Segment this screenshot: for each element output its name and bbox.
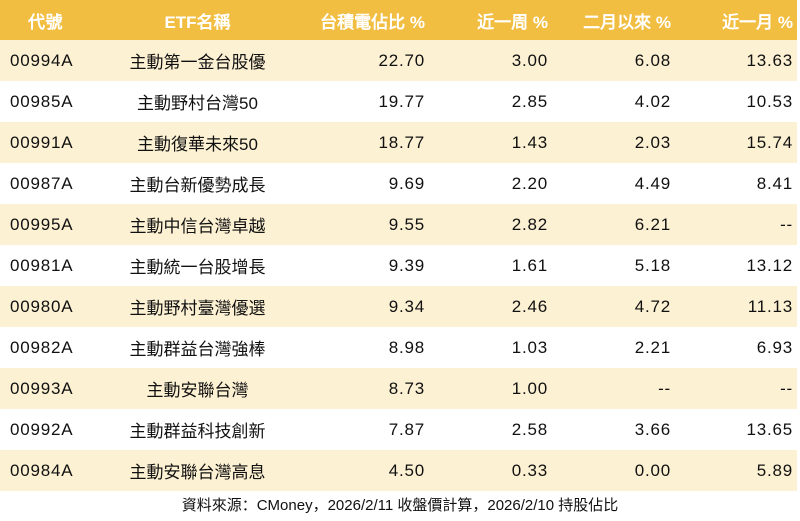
cell-tsmc-weight: 9.69 [388, 173, 425, 193]
cell-tsmc-weight: 7.87 [388, 419, 425, 439]
cell-code: 00987A [10, 173, 74, 193]
cell-since-feb: 6.08 [634, 50, 671, 70]
cell-since-feb: 6.21 [634, 214, 671, 234]
header-week: 近一周 % [477, 12, 548, 32]
cell-tsmc-weight: 8.73 [388, 378, 425, 398]
cell-code: 00985A [10, 91, 74, 111]
source-caption: 資料來源：CMoney，2026/2/11 收盤價計算，2026/2/10 持股… [181, 497, 619, 514]
cell-tsmc-weight: 22.70 [378, 50, 425, 70]
cell-name: 主動安聯台灣高息 [129, 463, 266, 482]
table-row: 00981A 主動統一台股增長 9.39 1.61 5.18 13.12 [0, 245, 797, 286]
cell-since-feb: 0.00 [634, 460, 671, 480]
cell-week: 2.20 [511, 173, 548, 193]
table-row: 00984A 主動安聯台灣高息 4.50 0.33 0.00 5.89 [0, 450, 797, 491]
table-row: 00987A 主動台新優勢成長 9.69 2.20 4.49 8.41 [0, 163, 797, 204]
cell-since-feb: 4.02 [634, 91, 671, 111]
cell-week: 2.58 [511, 419, 548, 439]
cell-code: 00995A [10, 214, 74, 234]
header-month: 近一月 % [722, 12, 793, 32]
cell-code: 00994A [10, 50, 74, 70]
cell-week: 1.00 [511, 378, 548, 398]
table-header-row: 代號 ETF名稱 台積電佔比 % 近一周 % 二月以來 % 近一月 % [0, 0, 797, 40]
table-row: 00993A 主動安聯台灣 8.73 1.00 -- -- [0, 368, 797, 409]
cell-week: 2.46 [511, 296, 548, 316]
table-row: 00995A 主動中信台灣卓越 9.55 2.82 6.21 -- [0, 204, 797, 245]
cell-week: 1.03 [511, 337, 548, 357]
cell-code: 00984A [10, 460, 74, 480]
cell-week: 3.00 [511, 50, 548, 70]
cell-name: 主動復華未來50 [137, 135, 258, 154]
cell-tsmc-weight: 9.34 [388, 296, 425, 316]
cell-month: -- [780, 214, 793, 234]
cell-week: 1.43 [511, 132, 548, 152]
cell-month: 8.41 [756, 173, 793, 193]
cell-code: 00982A [10, 337, 74, 357]
cell-since-feb: 5.18 [634, 255, 671, 275]
cell-month: 15.74 [746, 132, 793, 152]
cell-month: 5.89 [756, 460, 793, 480]
cell-name: 主動野村台灣50 [137, 94, 258, 113]
cell-tsmc-weight: 9.55 [388, 214, 425, 234]
header-since-feb: 二月以來 % [583, 12, 671, 32]
cell-name: 主動群益科技創新 [129, 422, 266, 441]
cell-week: 1.61 [511, 255, 548, 275]
cell-week: 2.82 [511, 214, 548, 234]
cell-month: -- [780, 378, 793, 398]
cell-name: 主動中信台灣卓越 [129, 217, 266, 236]
table-row: 00992A 主動群益科技創新 7.87 2.58 3.66 13.65 [0, 409, 797, 450]
cell-month: 13.12 [746, 255, 793, 275]
cell-month: 11.13 [747, 296, 793, 316]
cell-month: 6.93 [756, 337, 793, 357]
cell-since-feb: 4.49 [634, 173, 671, 193]
cell-code: 00993A [10, 378, 74, 398]
cell-tsmc-weight: 4.50 [388, 460, 425, 480]
cell-code: 00980A [10, 296, 74, 316]
table-row: 00980A 主動野村臺灣優選 9.34 2.46 4.72 11.13 [0, 286, 797, 327]
header-code: 代號 [28, 12, 63, 32]
cell-month: 10.53 [746, 91, 793, 111]
cell-name: 主動安聯台灣 [146, 381, 249, 400]
header-tsmc-weight: 台積電佔比 % [320, 12, 425, 32]
cell-name: 主動第一金台股優 [129, 53, 266, 72]
cell-since-feb: 2.21 [634, 337, 671, 357]
cell-code: 00981A [10, 255, 74, 275]
cell-tsmc-weight: 9.39 [388, 255, 425, 275]
table-row: 00982A 主動群益台灣強棒 8.98 1.03 2.21 6.93 [0, 327, 797, 368]
cell-since-feb: 2.03 [634, 132, 671, 152]
etf-table: 代號 ETF名稱 台積電佔比 % 近一周 % 二月以來 % 近一月 % 0099… [0, 0, 797, 491]
cell-code: 00992A [10, 419, 74, 439]
cell-week: 2.85 [511, 91, 548, 111]
table-row: 00994A 主動第一金台股優 22.70 3.00 6.08 13.63 [0, 40, 797, 81]
cell-since-feb: -- [658, 378, 671, 398]
header-name: ETF名稱 [164, 12, 231, 32]
cell-week: 0.33 [511, 460, 548, 480]
cell-name: 主動野村臺灣優選 [129, 299, 266, 318]
cell-month: 13.63 [746, 50, 793, 70]
cell-tsmc-weight: 8.98 [388, 337, 425, 357]
cell-month: 13.65 [746, 419, 793, 439]
cell-tsmc-weight: 18.77 [378, 132, 425, 152]
table-row: 00985A 主動野村台灣50 19.77 2.85 4.02 10.53 [0, 81, 797, 122]
cell-tsmc-weight: 19.77 [378, 91, 425, 111]
cell-since-feb: 4.72 [634, 296, 671, 316]
cell-name: 主動群益台灣強棒 [129, 340, 266, 359]
cell-name: 主動統一台股增長 [129, 258, 266, 277]
cell-code: 00991A [10, 132, 74, 152]
table-row: 00991A 主動復華未來50 18.77 1.43 2.03 15.74 [0, 122, 797, 163]
cell-since-feb: 3.66 [634, 419, 671, 439]
cell-name: 主動台新優勢成長 [129, 176, 266, 195]
